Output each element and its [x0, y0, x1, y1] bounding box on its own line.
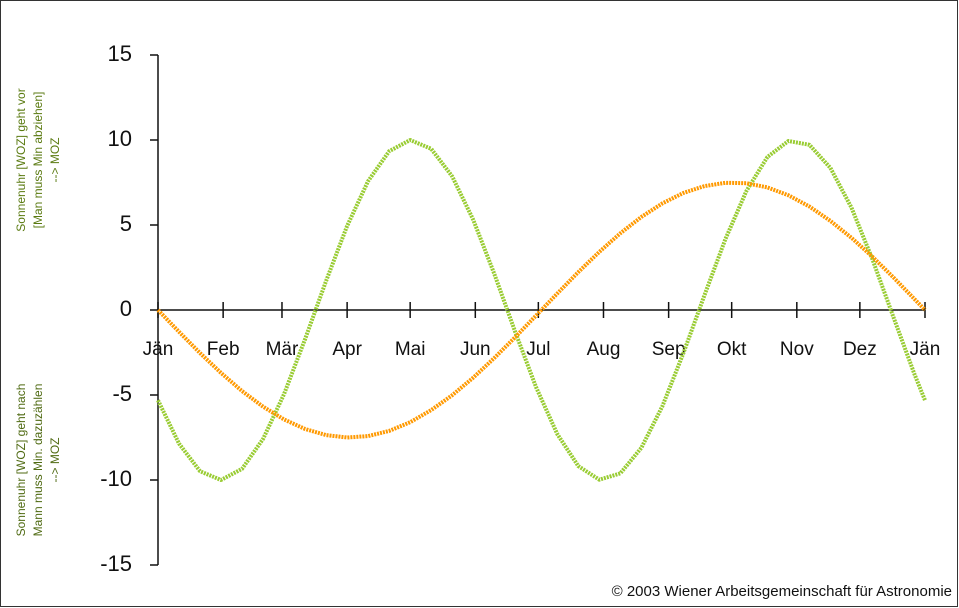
series-line — [156, 180, 927, 440]
y-axis-label: Sonnenuhr [WOZ] geht vor — [14, 88, 28, 231]
y-tick-label: 0 — [120, 296, 132, 321]
x-tick-label: Aug — [587, 339, 621, 360]
x-tick-label: Okt — [717, 339, 747, 360]
x-tick-label: Nov — [780, 339, 814, 360]
x-tick-label: Jän — [910, 339, 941, 360]
y-axis-label: Sonnenuhr [WOZ] geht nach — [14, 384, 28, 537]
x-tick-label: Jän — [143, 339, 174, 360]
y-tick-label: -10 — [100, 466, 132, 491]
x-tick-label: Mär — [266, 339, 299, 360]
x-tick-label: Sep — [652, 339, 686, 360]
x-tick-label: Jun — [460, 339, 491, 360]
y-axis-label: Mann muss Min. dazuzählen — [31, 384, 45, 537]
x-tick-label: Mai — [395, 339, 426, 360]
x-tick-label: Feb — [207, 339, 240, 360]
y-tick-label: -5 — [112, 381, 132, 406]
x-tick-label: Apr — [332, 339, 362, 360]
y-tick-label: 5 — [120, 211, 132, 236]
y-axis-label: [Man muss Min abziehen] — [31, 92, 45, 229]
y-tick-label: 10 — [108, 126, 132, 151]
credit: © 2003 Wiener Arbeitsgemeinschaft für As… — [612, 583, 952, 600]
y-tick-label: 15 — [108, 41, 132, 66]
x-tick-label: Jul — [526, 339, 550, 360]
series-line — [156, 138, 927, 482]
y-tick-label: -15 — [100, 551, 132, 576]
y-axis-label: --> MOZ — [48, 138, 62, 183]
x-tick-label: Dez — [843, 339, 877, 360]
y-axis-label: --> MOZ — [48, 438, 62, 483]
